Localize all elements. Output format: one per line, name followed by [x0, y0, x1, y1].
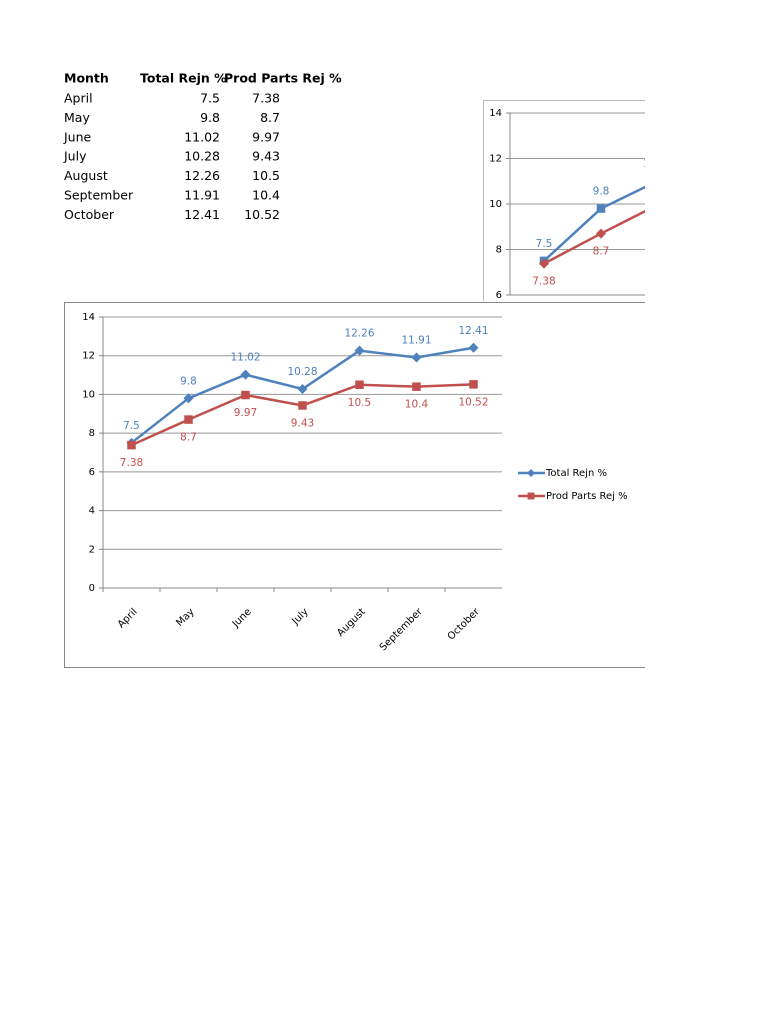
data-point: [527, 492, 535, 500]
table-cell: 9.8: [200, 110, 220, 125]
cropped-chart-frame: [483, 100, 645, 301]
data-point: [184, 415, 193, 424]
table-cell: 9.97: [252, 129, 280, 144]
data-label: 7.38: [532, 276, 555, 288]
data-label: 12.26: [344, 328, 374, 340]
data-point: [298, 401, 307, 410]
data-label: 9.43: [291, 417, 314, 429]
data-point: [241, 390, 250, 400]
cropped-chart: 6 8 10 12 14 7.5 9.8 11.02 7.38 8.7 9.97: [483, 100, 673, 301]
table-cell: 9.43: [252, 149, 280, 164]
main-chart-frame: [64, 302, 665, 668]
crop-mask: [645, 290, 768, 690]
data-label: 9.8: [180, 375, 197, 387]
table-cell: 10.5: [252, 168, 280, 183]
table-cell: May: [64, 110, 90, 125]
y-tick-label: 2: [89, 544, 95, 555]
data-point: [411, 352, 422, 363]
y-tick-label: 10: [82, 389, 95, 400]
table-cell: October: [64, 207, 115, 222]
table-cell: 10.52: [244, 207, 280, 222]
data-label: 8.7: [593, 246, 610, 258]
table-cell: September: [64, 188, 134, 203]
table-header: Month: [64, 71, 109, 86]
data-label: 10.52: [458, 396, 488, 408]
data-label: 10.28: [287, 366, 317, 378]
legend-label: Total Rejn %: [545, 468, 607, 479]
y-tick-label: 6: [496, 290, 502, 301]
table-cell: 7.38: [252, 91, 280, 106]
data-label: 10.5: [348, 397, 371, 409]
data-point: [596, 204, 606, 213]
table-cell: 7.5: [200, 91, 220, 106]
data-label: 7.5: [123, 420, 140, 432]
data-point: [297, 384, 308, 395]
data-label: 11.02: [230, 352, 260, 364]
y-tick-label: 10: [489, 199, 502, 210]
table-cell: 10.4: [252, 188, 280, 203]
y-tick-label: 4: [89, 506, 95, 517]
y-tick-label: 6: [89, 467, 95, 478]
data-point: [354, 345, 365, 356]
table-cell: 8.7: [260, 110, 280, 125]
table-header: Prod Parts Rej %: [224, 71, 342, 86]
data-point: [596, 228, 606, 239]
data-point: [654, 177, 663, 186]
data-point: [527, 469, 535, 477]
data-label: 8.7: [180, 432, 197, 444]
y-tick-label: 12: [489, 154, 502, 165]
data-label: 9.97: [234, 407, 257, 419]
y-tick-label: 8: [496, 245, 502, 256]
table-cell: July: [63, 149, 87, 164]
table-cell: 10.28: [184, 149, 220, 164]
table-cell: 12.41: [184, 207, 220, 222]
data-label: 9.97: [646, 217, 669, 229]
data-label: 7.5: [536, 238, 553, 250]
data-label: 10.4: [405, 399, 429, 411]
table-cell: April: [64, 91, 93, 106]
data-point: [127, 440, 136, 450]
data-label: 11.91: [401, 334, 431, 346]
table-cell: August: [64, 168, 108, 183]
y-tick-label: 14: [82, 312, 95, 323]
data-point: [653, 200, 663, 210]
data-point: [240, 369, 251, 380]
data-label: 7.38: [120, 457, 143, 469]
data-point: [469, 380, 478, 389]
data-label: 12.41: [458, 325, 488, 337]
table-cell: 11.91: [184, 188, 220, 203]
y-tick-label: 14: [489, 108, 502, 119]
data-point: [539, 258, 549, 269]
table-cell: June: [63, 129, 92, 144]
table-cell: 11.02: [184, 129, 220, 144]
y-tick-label: 8: [89, 428, 95, 439]
data-label: 9.8: [593, 186, 610, 198]
data-label: 11.02: [643, 158, 673, 170]
data-point: [355, 380, 364, 389]
y-tick-label: 0: [89, 583, 95, 594]
legend-label: Prod Parts Rej %: [546, 491, 628, 502]
y-tick-label: 12: [82, 351, 95, 362]
table-header: Total Rejn %: [140, 71, 227, 86]
data-point: [412, 382, 421, 391]
data-point: [183, 393, 194, 404]
data-point: [468, 342, 479, 353]
table-cell: 12.26: [184, 168, 220, 183]
